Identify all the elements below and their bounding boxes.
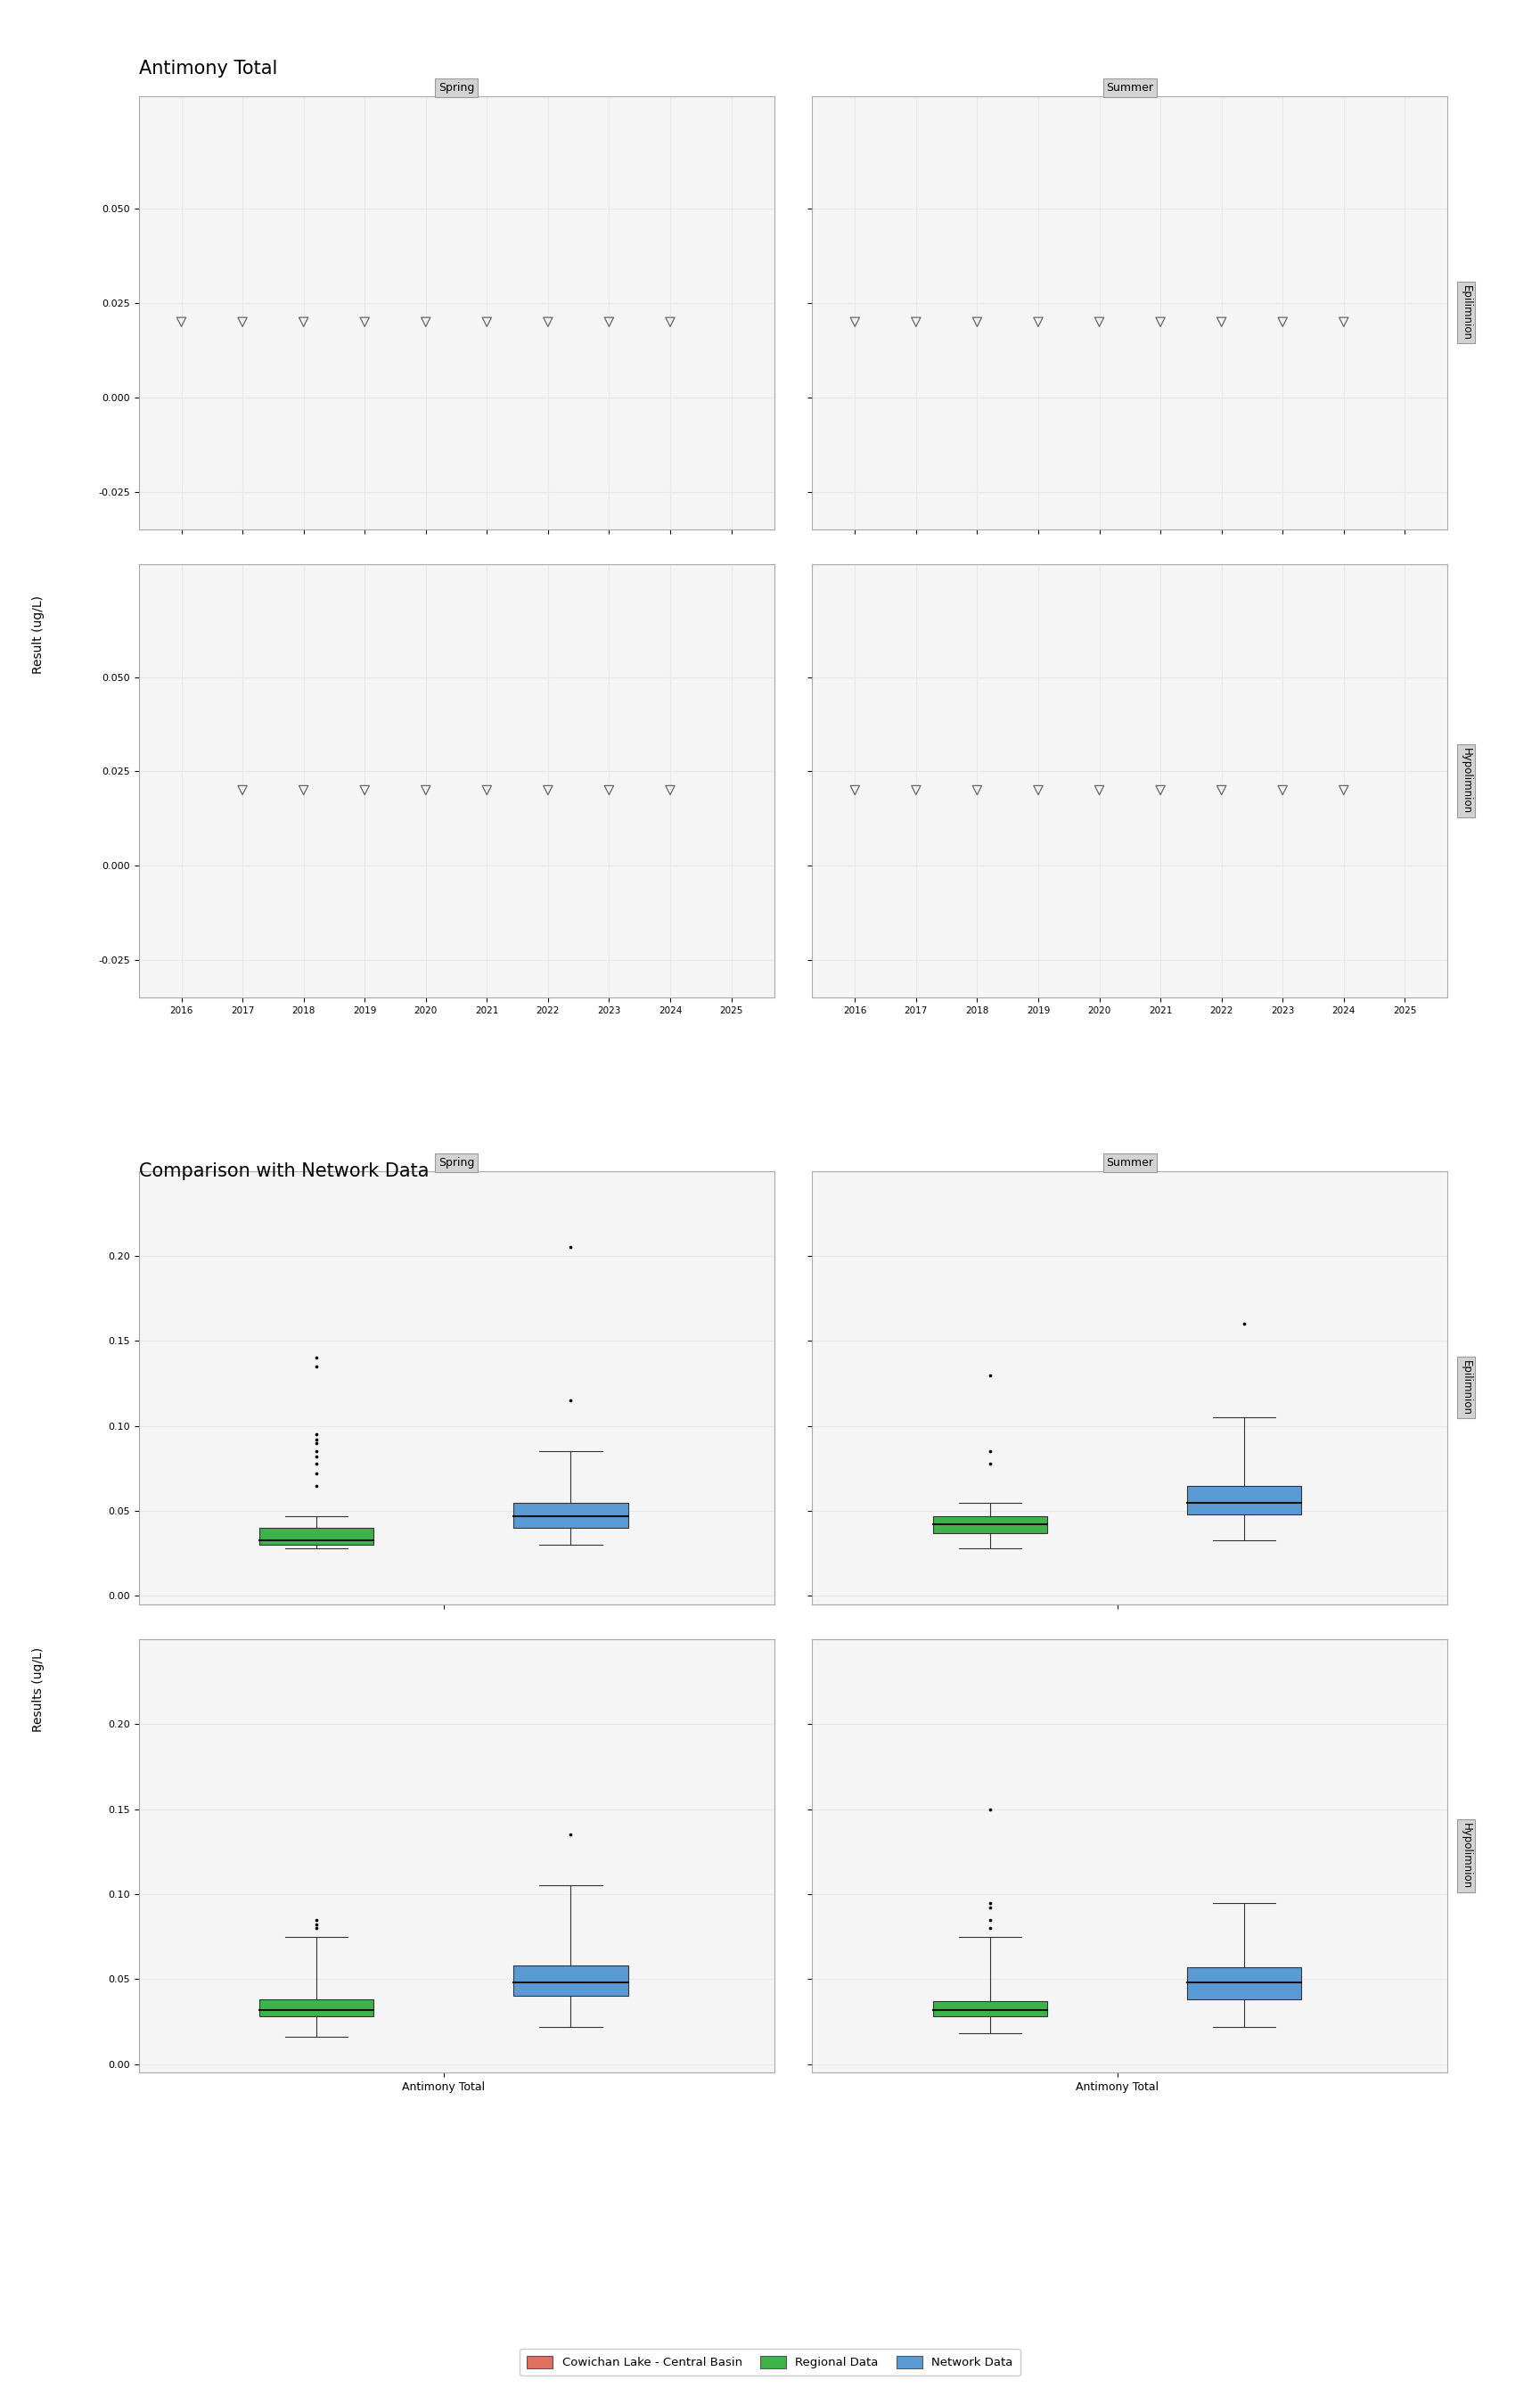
Point: [658, 772, 682, 810]
Text: Result (ug/L): Result (ug/L): [32, 597, 45, 673]
Bar: [1187, 1967, 1301, 2001]
Point: [1332, 302, 1357, 340]
Point: [559, 1603, 584, 1641]
Point: [305, 1438, 330, 1476]
Point: [353, 302, 377, 340]
Point: [978, 1888, 1003, 1926]
Point: [1087, 302, 1112, 340]
Point: [353, 772, 377, 810]
Point: [904, 772, 929, 810]
Point: [305, 1445, 330, 1483]
Point: [1149, 772, 1173, 810]
Point: [559, 1816, 584, 1855]
Title: Spring: Spring: [439, 1157, 474, 1169]
Point: [474, 772, 499, 810]
Point: [596, 772, 621, 810]
Bar: [259, 2001, 374, 2017]
Point: [474, 302, 499, 340]
Point: [305, 1466, 330, 1505]
Text: Hypolimnion: Hypolimnion: [1460, 1823, 1472, 1888]
Point: [1149, 302, 1173, 340]
Point: [291, 772, 316, 810]
Point: [842, 302, 867, 340]
Point: [978, 1790, 1003, 1828]
Legend: Cowichan Lake - Central Basin, Regional Data, Network Data: Cowichan Lake - Central Basin, Regional …: [521, 2348, 1019, 2377]
Text: Antimony Total: Antimony Total: [139, 60, 277, 77]
Point: [1026, 302, 1050, 340]
Point: [966, 302, 990, 340]
Point: [1209, 772, 1234, 810]
Point: [1087, 772, 1112, 810]
Point: [559, 1380, 584, 1418]
Text: Epilimnion: Epilimnion: [1460, 285, 1472, 340]
Bar: [933, 2001, 1047, 2017]
Point: [596, 302, 621, 340]
Point: [305, 1421, 330, 1459]
Point: [1270, 772, 1295, 810]
Bar: [1187, 1486, 1301, 1514]
Point: [305, 1454, 330, 1493]
Point: [305, 1905, 330, 1943]
Point: [229, 772, 254, 810]
Point: [169, 302, 194, 340]
Bar: [513, 1965, 628, 1996]
Text: Hypolimnion: Hypolimnion: [1460, 748, 1472, 815]
Title: Summer: Summer: [1106, 1157, 1153, 1169]
Point: [842, 772, 867, 810]
Text: Comparison with Network Data: Comparison with Network Data: [139, 1162, 428, 1179]
Text: Results (ug/L): Results (ug/L): [32, 1646, 45, 1732]
Point: [559, 1229, 584, 1267]
Point: [229, 302, 254, 340]
Point: [1026, 772, 1050, 810]
Point: [291, 302, 316, 340]
Point: [978, 1910, 1003, 1948]
Point: [978, 1445, 1003, 1483]
Point: [1332, 772, 1357, 810]
Point: [978, 1433, 1003, 1471]
Title: Summer: Summer: [1106, 81, 1153, 93]
Point: [1270, 302, 1295, 340]
Point: [305, 1433, 330, 1471]
Point: [536, 772, 561, 810]
Point: [305, 1339, 330, 1378]
Point: [978, 1356, 1003, 1394]
Point: [658, 302, 682, 340]
Point: [305, 1347, 330, 1385]
Point: [1209, 302, 1234, 340]
Point: [1232, 1306, 1257, 1344]
Point: [305, 1416, 330, 1454]
Point: [413, 772, 437, 810]
Point: [536, 302, 561, 340]
Text: Epilimnion: Epilimnion: [1460, 1361, 1472, 1416]
Point: [413, 302, 437, 340]
Point: [978, 1900, 1003, 1938]
Title: Spring: Spring: [439, 81, 474, 93]
Bar: [513, 1502, 628, 1529]
Point: [966, 772, 990, 810]
Point: [904, 302, 929, 340]
Point: [978, 1883, 1003, 1922]
Bar: [259, 1529, 374, 1545]
Point: [305, 1910, 330, 1948]
Point: [1232, 1603, 1257, 1641]
Point: [305, 1900, 330, 1938]
Point: [305, 1423, 330, 1462]
Bar: [933, 1517, 1047, 1533]
